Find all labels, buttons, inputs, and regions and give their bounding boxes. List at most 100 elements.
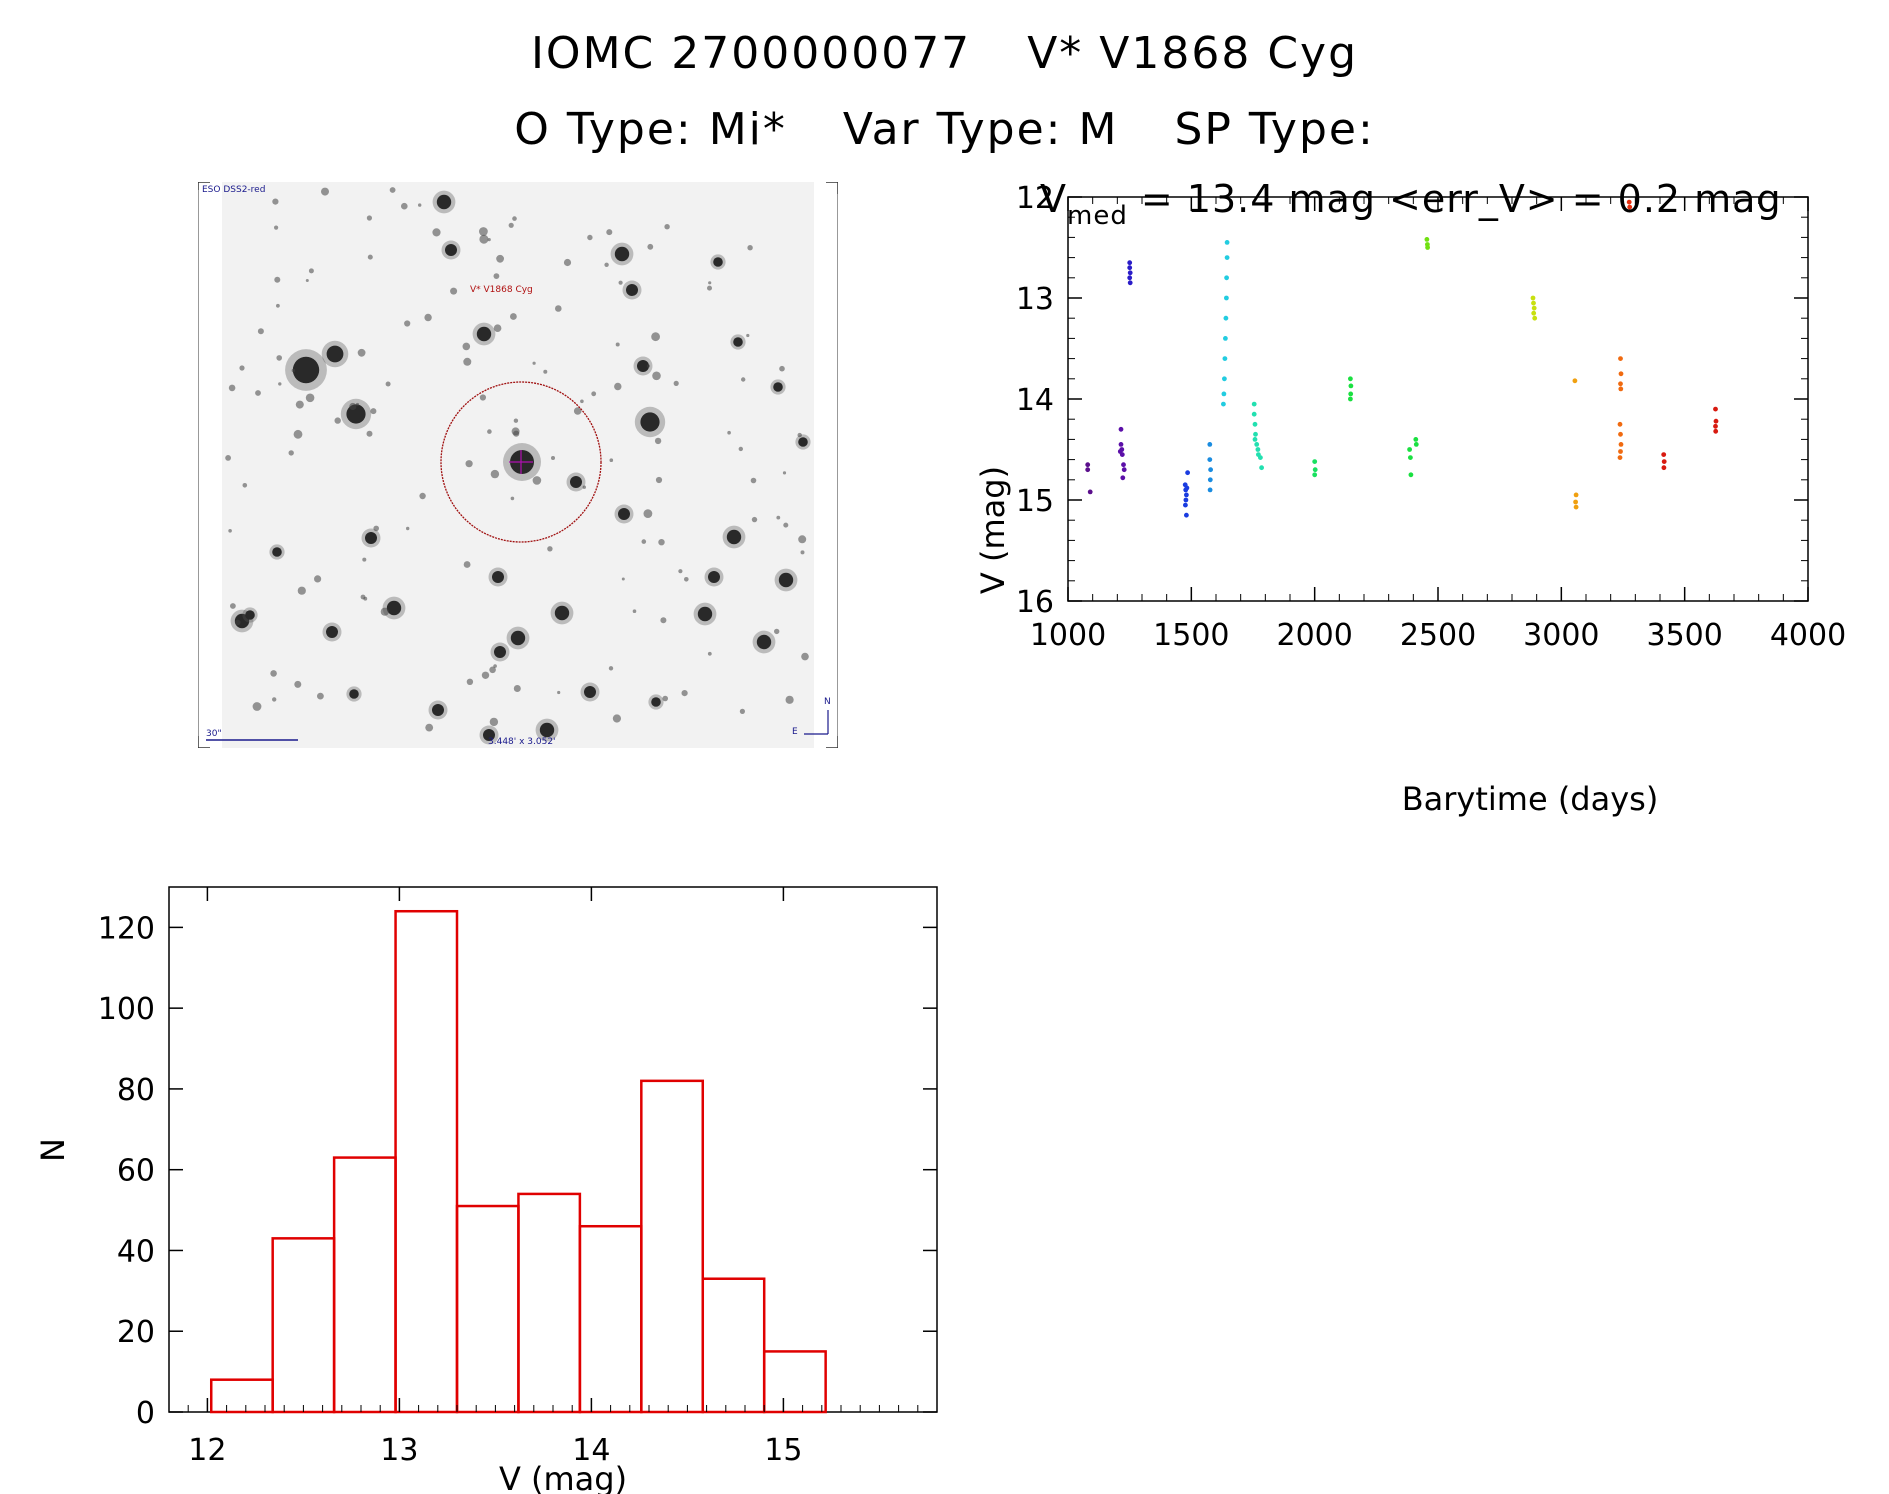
lc-data-point bbox=[1207, 442, 1213, 447]
lc-data-point bbox=[1572, 378, 1578, 384]
lc-data-point bbox=[1626, 199, 1632, 205]
star bbox=[492, 571, 504, 583]
faint-star bbox=[291, 368, 296, 373]
star-halo bbox=[648, 694, 664, 710]
lc-data-point bbox=[1224, 255, 1230, 260]
lc-data-point bbox=[1661, 459, 1667, 464]
star bbox=[326, 345, 344, 363]
star-field bbox=[225, 187, 811, 745]
star bbox=[713, 257, 723, 267]
faint-star bbox=[612, 714, 621, 723]
faint-star bbox=[401, 202, 408, 210]
lc-data-point bbox=[1407, 447, 1412, 452]
lc-data-point bbox=[1617, 455, 1623, 460]
faint-star bbox=[673, 380, 679, 386]
target-circle bbox=[440, 381, 602, 543]
survey-label: ESO DSS2-red bbox=[202, 185, 265, 195]
faint-star bbox=[587, 234, 593, 241]
lc-x-tick-label: 2500 bbox=[1400, 618, 1476, 653]
star-halo bbox=[752, 630, 776, 654]
star bbox=[708, 571, 720, 583]
faint-star bbox=[487, 238, 491, 242]
faint-star bbox=[370, 408, 377, 415]
lc-data-point bbox=[1573, 504, 1579, 510]
star bbox=[640, 412, 660, 432]
hist-bar bbox=[455, 1204, 520, 1414]
faint-star bbox=[739, 708, 746, 715]
star-halo bbox=[634, 406, 666, 438]
faint-star bbox=[615, 342, 620, 347]
lc-data-point bbox=[1127, 275, 1133, 281]
faint-star bbox=[551, 456, 555, 460]
star-halo bbox=[550, 601, 574, 625]
lc-data-point bbox=[1253, 431, 1258, 437]
lc-data-point bbox=[1085, 462, 1091, 468]
lc-data-point bbox=[1713, 428, 1719, 434]
lc-data-point bbox=[1348, 391, 1354, 397]
lc-data-point bbox=[1348, 376, 1353, 382]
fov-label: 3.448' x 3.052' bbox=[488, 737, 556, 747]
lc-data-point bbox=[1713, 418, 1719, 424]
faint-star bbox=[321, 187, 329, 196]
lc-data-point bbox=[1424, 237, 1430, 242]
faint-star bbox=[493, 664, 497, 668]
faint-star bbox=[366, 215, 372, 221]
star bbox=[697, 606, 713, 622]
faint-star bbox=[242, 483, 248, 488]
lc-x-tick-label: 1500 bbox=[1153, 618, 1229, 653]
star bbox=[733, 337, 743, 347]
lc-data-point bbox=[1532, 315, 1538, 321]
lc-data-point bbox=[1408, 455, 1413, 460]
faint-star bbox=[741, 377, 746, 382]
star-halo bbox=[566, 472, 586, 492]
lc-plot-frame bbox=[1067, 196, 1809, 602]
lc-data-point bbox=[1223, 315, 1229, 321]
faint-star bbox=[362, 557, 367, 562]
star-halo bbox=[488, 567, 508, 587]
star bbox=[510, 630, 526, 646]
lc-data-point bbox=[1618, 449, 1623, 454]
hist-y-axis-label: N bbox=[40, 1138, 72, 1162]
faint-star bbox=[493, 273, 500, 279]
star-halo bbox=[730, 334, 746, 350]
faint-star bbox=[425, 723, 434, 732]
lc-data-point bbox=[1618, 381, 1623, 387]
lc-data-point bbox=[1221, 391, 1227, 397]
light-curve-chart: Vmed = 13.4 mag <err_V> = 0.2 mag 1000 15… bbox=[974, 177, 1846, 818]
lc-data-point bbox=[1531, 300, 1536, 306]
lc-data-point bbox=[1254, 442, 1260, 447]
hist-bar bbox=[762, 1350, 827, 1414]
faint-star bbox=[681, 690, 688, 697]
lc-data-point bbox=[1252, 421, 1258, 427]
faint-star bbox=[632, 609, 637, 613]
star bbox=[386, 600, 402, 616]
faint-star bbox=[496, 254, 504, 263]
star-halo bbox=[614, 504, 634, 524]
faint-star bbox=[355, 402, 360, 407]
faint-star bbox=[463, 357, 472, 366]
faint-star bbox=[750, 477, 757, 484]
lc-data-point bbox=[1252, 437, 1258, 442]
faint-star bbox=[228, 529, 232, 533]
lc-data-point bbox=[1408, 472, 1414, 478]
faint-star bbox=[389, 187, 396, 193]
faint-star bbox=[276, 303, 280, 308]
lc-data-point bbox=[1312, 472, 1318, 478]
faint-star bbox=[385, 381, 391, 387]
faint-star bbox=[573, 407, 582, 415]
faint-star bbox=[274, 276, 281, 283]
faint-star bbox=[641, 539, 647, 544]
lc-data-point bbox=[1224, 240, 1230, 245]
lc-data-point bbox=[1207, 487, 1213, 493]
faint-star bbox=[707, 285, 712, 291]
faint-star bbox=[360, 594, 366, 600]
star-halo bbox=[269, 544, 285, 560]
faint-star bbox=[647, 243, 654, 250]
hist-y-tick-label: 120 bbox=[98, 911, 155, 946]
faint-star bbox=[512, 216, 517, 221]
faint-star bbox=[801, 652, 809, 661]
faint-star bbox=[272, 198, 279, 205]
hist-x-tick-label: 13 bbox=[380, 1433, 418, 1468]
faint-star bbox=[708, 281, 712, 285]
faint-star bbox=[481, 671, 490, 679]
